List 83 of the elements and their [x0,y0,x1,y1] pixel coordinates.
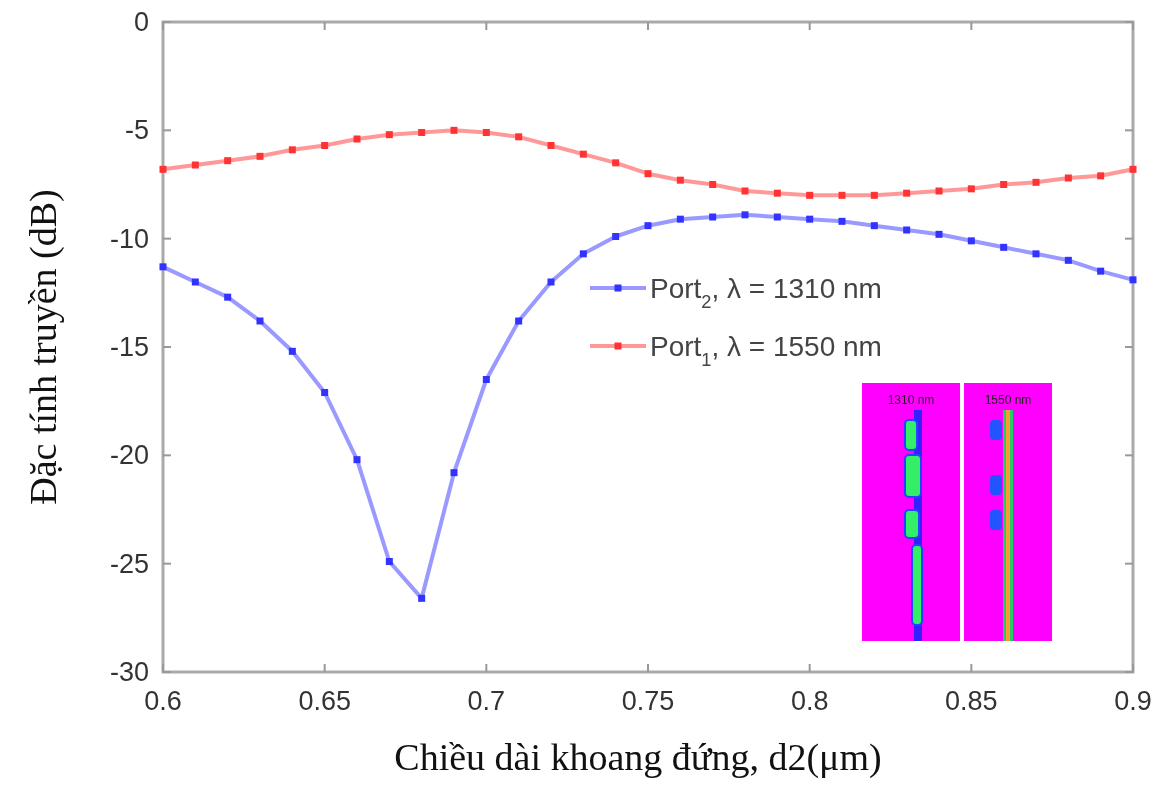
point [1097,267,1105,275]
point [1032,250,1040,258]
point [1064,174,1072,182]
point [385,131,393,139]
point [547,142,555,149]
y-tick-label: 0 [133,7,149,37]
point [806,215,814,223]
point [644,222,652,230]
legend-label: Port$_{1}$, λ = 1550 nm [650,331,882,370]
point [321,142,329,149]
point [903,189,911,197]
point [870,191,878,199]
point [838,191,846,199]
point [935,230,943,238]
y-tick-label: -20 [109,440,149,471]
point [612,233,620,240]
x-tick-label: 0.6 [144,686,182,716]
point [159,263,167,271]
point [967,185,975,193]
point [288,146,296,154]
point [256,152,264,160]
point [353,456,361,464]
field-map-picture: 1310 nm 1550 nm [862,383,1052,641]
point [224,157,232,165]
point [1129,165,1137,173]
point [224,293,232,301]
point [288,347,296,355]
point [579,150,587,158]
point [482,129,490,136]
point [773,189,781,197]
y-tick-label: -10 [109,223,149,254]
point [676,215,684,223]
point [1064,256,1072,264]
x-tick-label: 0.9 [1114,686,1152,716]
point [1000,181,1008,188]
y-tick-label: -15 [109,332,149,362]
point [806,191,814,199]
point [741,211,749,219]
y-tick-label: -5 [124,115,149,146]
point [191,278,199,286]
point [482,376,490,383]
x-tick-label: 0.8 [790,686,829,716]
point [385,558,393,565]
point [838,217,846,225]
point [709,181,717,188]
point [256,317,264,325]
y-tick-label: -30 [109,657,149,687]
point [515,133,523,141]
point [709,213,717,221]
point [418,594,426,602]
point [1097,172,1105,180]
point [935,187,943,195]
point [159,165,167,173]
x-tick-label: 0.75 [621,686,675,716]
annotation: 1310 nm [887,393,935,407]
point [191,161,199,169]
point [903,226,911,234]
point [870,222,878,230]
x-tick-label: 0.85 [945,686,998,716]
point [450,126,458,134]
point [773,213,781,221]
point [967,237,975,245]
point [515,317,523,325]
point [1000,243,1008,251]
point [579,250,587,258]
point [676,176,684,184]
x-axis-title: Chiều dài khoang đứng, d2(μm) [394,736,882,779]
annotation: 1550 nm [984,393,1032,407]
point [644,170,652,178]
point [418,129,426,136]
point [612,159,620,167]
point [450,469,458,477]
legend-label: Port$_{2}$, λ = 1310 nm [650,273,882,312]
y-tick-label: -25 [109,548,149,579]
point [353,135,361,143]
point [321,389,329,396]
point [741,187,749,195]
point [1032,178,1040,186]
y-axis-title: Đặc tính truyền (dB) [22,189,65,505]
x-tick-label: 0.7 [467,686,506,716]
x-tick-label: 0.65 [298,686,351,716]
point [547,278,555,286]
point [1129,276,1137,284]
